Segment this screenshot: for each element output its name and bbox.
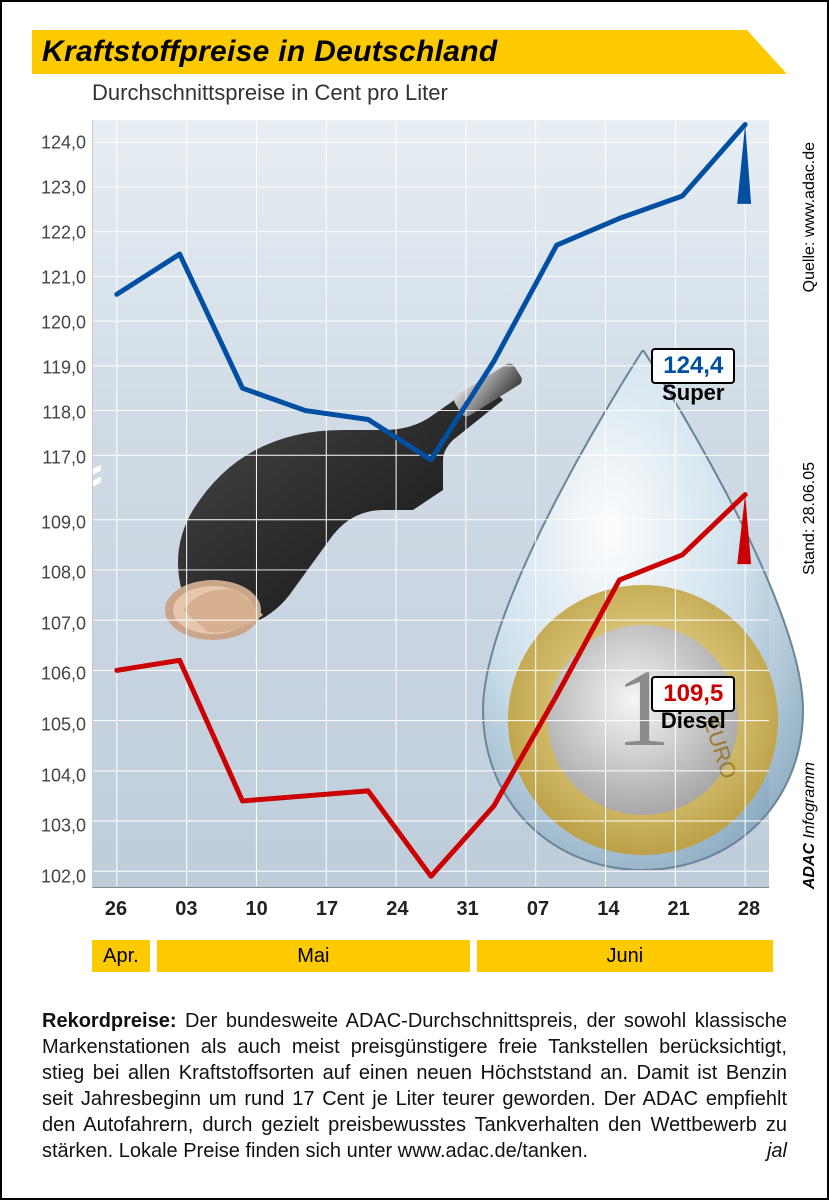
callout-diesel-label: Diesel [651,708,735,734]
x-axis-labels: 26031017243107142128 [92,898,769,928]
body-text: Rekordpreise: Der bundesweite ADAC-Durch… [42,1008,787,1164]
chart-svg [93,120,769,886]
chart-area: 1 EURO [92,120,769,888]
callout-diesel: 109,5 Diesel [651,676,735,734]
subtitle: Durchschnittspreise in Cent pro Liter [92,80,448,106]
callout-super-label: Super [651,380,735,406]
title: Kraftstoffpreise in Deutschland [32,35,498,69]
callout-super-value: 124,4 [651,348,735,384]
brand-bold: ADAC [801,843,818,889]
source-label: Quelle: www.adac.de [801,142,819,292]
brand-rest: Infogramm [801,762,818,843]
callout-diesel-value: 109,5 [651,676,735,712]
month-bar: Apr. [92,940,150,972]
body-sig: jal [767,1138,787,1164]
title-bar: Kraftstoffpreise in Deutschland [32,30,787,74]
month-bar: Juni [477,940,773,972]
brand-label: ADAC Infogramm [801,762,819,889]
body-main: Der bundesweite ADAC-Durchschnittspreis,… [42,1010,787,1162]
y-axis-labels: 124,0123,0122,0121,0120,0119,0118,0117,0… [32,120,90,888]
body-lead: Rekordpreise: [42,1010,177,1032]
title-ribbon [747,30,787,74]
date-label: Stand: 28.06.05 [801,462,819,575]
callout-super: 124,4 Super [651,348,735,406]
month-bar: Mai [157,940,470,972]
infographic-page: Kraftstoffpreise in Deutschland Durchsch… [0,0,829,1200]
